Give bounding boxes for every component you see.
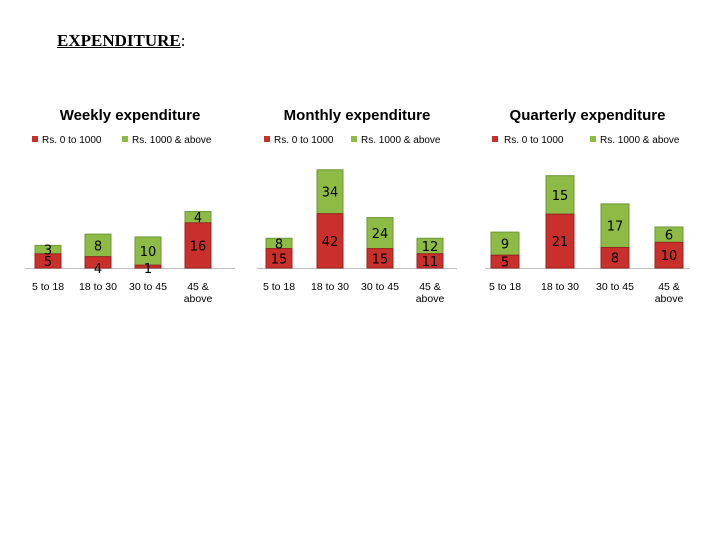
legend-swatch-rs-0-to-1000 (492, 136, 498, 142)
monthly-expenditure-title: Monthly expenditure (284, 107, 431, 124)
bar-high-2 (316, 169, 344, 215)
bar-low-2 (84, 256, 112, 269)
data-label-low-2: 21 (552, 235, 569, 250)
page-heading-colon: : (180, 31, 186, 50)
x-tick-label-4: above (655, 293, 684, 305)
bar-low-4 (654, 241, 684, 269)
bar-low-1 (490, 254, 520, 269)
x-tick-label-2: 18 to 30 (311, 281, 349, 293)
data-label-low-1: 5 (501, 256, 509, 271)
x-tick-label-3: 30 to 45 (361, 281, 399, 293)
bar-low-4 (184, 222, 212, 269)
x-tick-label-4: 45 & (419, 281, 441, 293)
legend-swatch-rs-0-to-1000 (264, 136, 270, 142)
data-label-low-2: 42 (322, 235, 339, 250)
bar-low-2 (545, 213, 575, 269)
x-tick-label-2: 18 to 30 (79, 281, 117, 293)
data-label-high-4: 6 (665, 229, 673, 244)
data-label-low-1: 5 (44, 255, 52, 270)
legend-swatch-rs-1000-and-above (122, 136, 128, 142)
data-label-high-1: 8 (275, 237, 283, 252)
data-label-low-2: 4 (94, 262, 102, 277)
bar-low-4 (416, 253, 444, 269)
legend-label-rs-0-to-1000: Rs. 0 to 1000 (42, 135, 102, 146)
data-label-low-3: 1 (144, 262, 152, 277)
legend-swatch-rs-0-to-1000 (32, 136, 38, 142)
data-label-high-2: 34 (322, 186, 339, 201)
x-tick-label-4: above (416, 293, 445, 305)
data-label-high-2: 15 (552, 189, 569, 204)
legend-swatch-rs-1000-and-above (351, 136, 357, 142)
data-label-high-4: 4 (194, 211, 202, 226)
data-label-high-1: 9 (501, 238, 509, 253)
bar-low-3 (600, 246, 630, 269)
data-label-low-3: 15 (372, 252, 389, 267)
page-heading-text: EXPENDITURE (57, 31, 181, 50)
data-label-high-3: 24 (372, 227, 389, 242)
x-tick-label-1: 5 to 18 (32, 281, 64, 293)
x-tick-label-4: above (184, 293, 213, 305)
bar-low-1 (265, 248, 293, 269)
bar-low-1 (34, 253, 62, 269)
data-label-high-2: 8 (94, 239, 102, 254)
x-tick-label-1: 5 to 18 (263, 281, 295, 293)
bar-low-2 (316, 213, 344, 269)
weekly-expenditure-title: Weekly expenditure (60, 107, 201, 124)
bar-low-3 (366, 248, 394, 269)
legend-swatch-rs-1000-and-above (590, 136, 596, 142)
x-tick-label-4: 45 & (658, 281, 680, 293)
quarterly-expenditure-title: Quarterly expenditure (510, 107, 666, 124)
data-label-low-4: 11 (422, 255, 439, 270)
legend-label-rs-1000-and-above: Rs. 1000 & above (361, 135, 441, 146)
page-heading: EXPENDITURE: (57, 31, 185, 51)
data-label-low-4: 10 (661, 249, 678, 264)
quarterly-expenditure-chart: Quarterly expenditure Rs. 0 to 1000 Rs. 10… (485, 107, 690, 305)
x-tick-label-2: 18 to 30 (541, 281, 579, 293)
legend-label-rs-0-to-1000: Rs. 0 to 1000 (504, 135, 564, 146)
x-tick-label-4: 45 & (187, 281, 209, 293)
x-tick-label-1: 5 to 18 (489, 281, 521, 293)
legend-label-rs-1000-and-above: Rs. 1000 & above (132, 135, 212, 146)
data-label-high-3: 10 (140, 245, 157, 260)
legend-label-rs-0-to-1000: Rs. 0 to 1000 (274, 135, 334, 146)
weekly-expenditure-chart: Weekly expenditure Rs. 0 to 1000 Rs. 1000 … (25, 107, 235, 305)
data-label-low-3: 8 (611, 252, 619, 267)
bar-low-3 (134, 264, 162, 269)
x-tick-label-3: 30 to 45 (596, 281, 634, 293)
bar-high-2 (545, 175, 575, 215)
bar-high-3 (366, 217, 394, 250)
data-label-low-1: 15 (271, 252, 288, 267)
bar-high-3 (134, 236, 162, 266)
data-label-high-1: 3 (44, 244, 52, 259)
monthly-expenditure-chart: Monthly expenditure Rs. 0 to 1000 Rs. 1000… (257, 107, 457, 305)
data-label-high-4: 12 (422, 240, 439, 255)
x-tick-label-3: 30 to 45 (129, 281, 167, 293)
legend-label-rs-1000-and-above: Rs. 1000 & above (600, 135, 680, 146)
data-label-low-4: 16 (190, 239, 207, 254)
data-label-high-3: 17 (607, 220, 624, 235)
